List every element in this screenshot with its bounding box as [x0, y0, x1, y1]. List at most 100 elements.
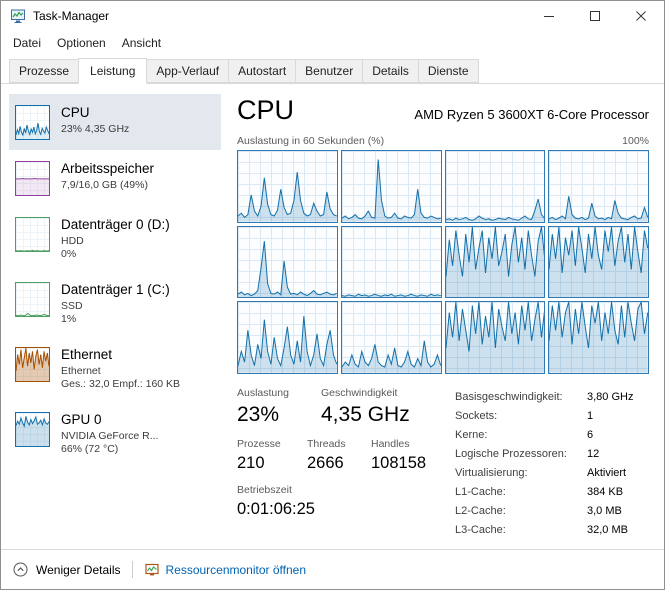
cpu-performance-panel: CPU AMD Ryzen 5 3600XT 6-Core Processor …: [221, 92, 658, 549]
detail-value: 12: [587, 448, 600, 460]
stat-geschwindigkeit-label: Geschwindigkeit: [321, 387, 398, 399]
core-graph-7: [548, 225, 649, 299]
tab-strip: Prozesse Leistung App-Verlauf Autostart …: [1, 55, 664, 84]
core-graph-8: [237, 301, 338, 374]
tab-benutzer[interactable]: Benutzer: [295, 59, 364, 83]
ethernet-thumbnail-graph: [15, 347, 50, 382]
performance-sidebar: CPU 23% 4,35 GHz Arbeitsspeicher 7,9/16,…: [9, 92, 221, 549]
detail-label: L1-Cache:: [455, 486, 506, 498]
sidebar-item-cpu[interactable]: CPU 23% 4,35 GHz: [9, 94, 221, 150]
titlebar: Task-Manager: [1, 1, 664, 31]
detail-label: Kerne:: [455, 429, 488, 441]
detail-label: Logische Prozessoren:: [455, 448, 567, 460]
chevron-up-circle-icon: [13, 562, 28, 577]
disk1-thumbnail-graph: [15, 282, 50, 317]
sidebar-item-detail: HDD: [61, 235, 84, 247]
core-graph-2: [444, 150, 546, 223]
core-graph-4: [237, 225, 338, 299]
stat-betriebszeit-value: 0:01:06:25: [237, 500, 315, 518]
tab-leistung[interactable]: Leistung: [78, 58, 148, 84]
sidebar-item-detail: Ethernet: [61, 365, 101, 377]
sidebar-item-title: Ethernet: [61, 347, 113, 362]
detail-row: Logische Prozessoren: 12: [455, 445, 649, 464]
minimize-button[interactable]: [526, 1, 572, 31]
window-controls: [526, 1, 664, 31]
tab-dienste[interactable]: Dienste: [417, 59, 479, 83]
detail-value: 3,0 MB: [587, 505, 622, 517]
resource-monitor-label: Ressourcenmonitor öffnen: [165, 562, 307, 577]
stat-auslastung-label: Auslastung: [237, 387, 289, 399]
resource-monitor-link[interactable]: Ressourcenmonitor öffnen: [145, 563, 306, 577]
logical-processor-graphs: [237, 150, 649, 374]
sidebar-item-title: GPU 0: [61, 412, 102, 427]
detail-row: Kerne: 6: [455, 426, 649, 445]
detail-value: 32,0 MB: [587, 524, 628, 536]
stat-betriebszeit-label: Betriebszeit: [237, 484, 292, 496]
sidebar-item-ethernet[interactable]: Ethernet Ethernet Ges.: 32,0 Empf.: 160 …: [9, 336, 221, 401]
cpu-thumbnail-graph: [15, 105, 50, 140]
tab-autostart[interactable]: Autostart: [228, 59, 297, 83]
detail-row: L2-Cache: 3,0 MB: [455, 502, 649, 521]
maximize-button[interactable]: [572, 1, 618, 31]
sidebar-item-detail: 66% (72 °C): [61, 443, 119, 455]
tab-prozesse[interactable]: Prozesse: [9, 59, 80, 83]
sidebar-item-detail: 23% 4,35 GHz: [61, 123, 130, 135]
disk0-thumbnail-graph: [15, 217, 50, 252]
sidebar-item-title: Datenträger 0 (D:): [61, 217, 170, 232]
stat-handles-label: Handles: [371, 438, 410, 450]
stat-threads-label: Threads: [307, 438, 346, 450]
core-graph-5: [340, 225, 442, 299]
sidebar-item-title: Arbeitsspeicher: [61, 161, 155, 176]
detail-row: L1-Cache: 384 KB: [455, 483, 649, 502]
detail-value: 384 KB: [587, 486, 624, 498]
core-graph-6: [444, 225, 546, 299]
detail-label: Virtualisierung:: [455, 467, 528, 479]
window-title: Task-Manager: [33, 9, 110, 23]
core-graph-1: [340, 150, 442, 223]
fewer-details-label: Weniger Details: [36, 562, 121, 577]
footer-bar: Weniger Details Ressourcenmonitor öffnen: [1, 549, 664, 589]
sidebar-item-detail: 7,9/16,0 GB (49%): [61, 179, 148, 191]
gpu-thumbnail-graph: [15, 412, 50, 447]
graph-axis-label: Auslastung in 60 Sekunden (%): [237, 135, 385, 147]
detail-row: Basisgeschwindigkeit: 3,80 GHz: [455, 388, 649, 407]
detail-value: Aktiviert: [587, 467, 627, 479]
sidebar-item-detail: SSD: [61, 300, 83, 312]
fewer-details-toggle[interactable]: Weniger Details: [13, 562, 120, 577]
menu-datei[interactable]: Datei: [13, 36, 42, 50]
sidebar-item-memory[interactable]: Arbeitsspeicher 7,9/16,0 GB (49%): [9, 150, 221, 206]
graph-max-label: 100%: [622, 135, 649, 147]
detail-row: Sockets: 1: [455, 407, 649, 426]
detail-row: Virtualisierung: Aktiviert: [455, 464, 649, 483]
detail-label: Basisgeschwindigkeit:: [455, 391, 563, 403]
panel-title: CPU: [237, 95, 295, 125]
processor-name: AMD Ryzen 5 3600XT 6-Core Processor: [414, 107, 649, 122]
stat-prozesse-label: Prozesse: [237, 438, 281, 450]
resource-monitor-icon: [145, 563, 160, 575]
tab-details[interactable]: Details: [362, 59, 419, 83]
sidebar-item-disk1[interactable]: Datenträger 1 (C:) SSD 1%: [9, 271, 221, 336]
detail-row: L3-Cache: 32,0 MB: [455, 521, 649, 540]
detail-label: L2-Cache:: [455, 505, 506, 517]
sidebar-item-detail: 1%: [61, 313, 77, 325]
cpu-stats: Auslastung 23% Geschwindigkeit 4,35 GHz …: [237, 387, 449, 549]
stat-threads-value: 2666: [307, 454, 344, 472]
sidebar-item-gpu[interactable]: GPU 0 NVIDIA GeForce R... 66% (72 °C): [9, 401, 221, 466]
stat-auslastung-value: 23%: [237, 403, 280, 426]
sidebar-item-disk0[interactable]: Datenträger 0 (D:) HDD 0%: [9, 206, 221, 271]
performance-tab-page: CPU 23% 4,35 GHz Arbeitsspeicher 7,9/16,…: [1, 83, 664, 589]
stat-prozesse-value: 210: [237, 454, 265, 472]
menu-optionen[interactable]: Optionen: [57, 36, 106, 50]
menu-ansicht[interactable]: Ansicht: [121, 36, 162, 50]
close-button[interactable]: [618, 1, 664, 31]
sidebar-item-title: Datenträger 1 (C:): [61, 282, 170, 297]
memory-thumbnail-graph: [15, 161, 50, 196]
tab-app-verlauf[interactable]: App-Verlauf: [146, 59, 230, 83]
task-manager-app-icon: [10, 8, 26, 24]
sidebar-item-detail: NVIDIA GeForce R...: [61, 430, 159, 442]
detail-label: L3-Cache:: [455, 524, 506, 536]
sidebar-item-detail: 0%: [61, 248, 77, 260]
core-graph-9: [340, 301, 442, 374]
sidebar-item-title: CPU: [61, 105, 90, 120]
